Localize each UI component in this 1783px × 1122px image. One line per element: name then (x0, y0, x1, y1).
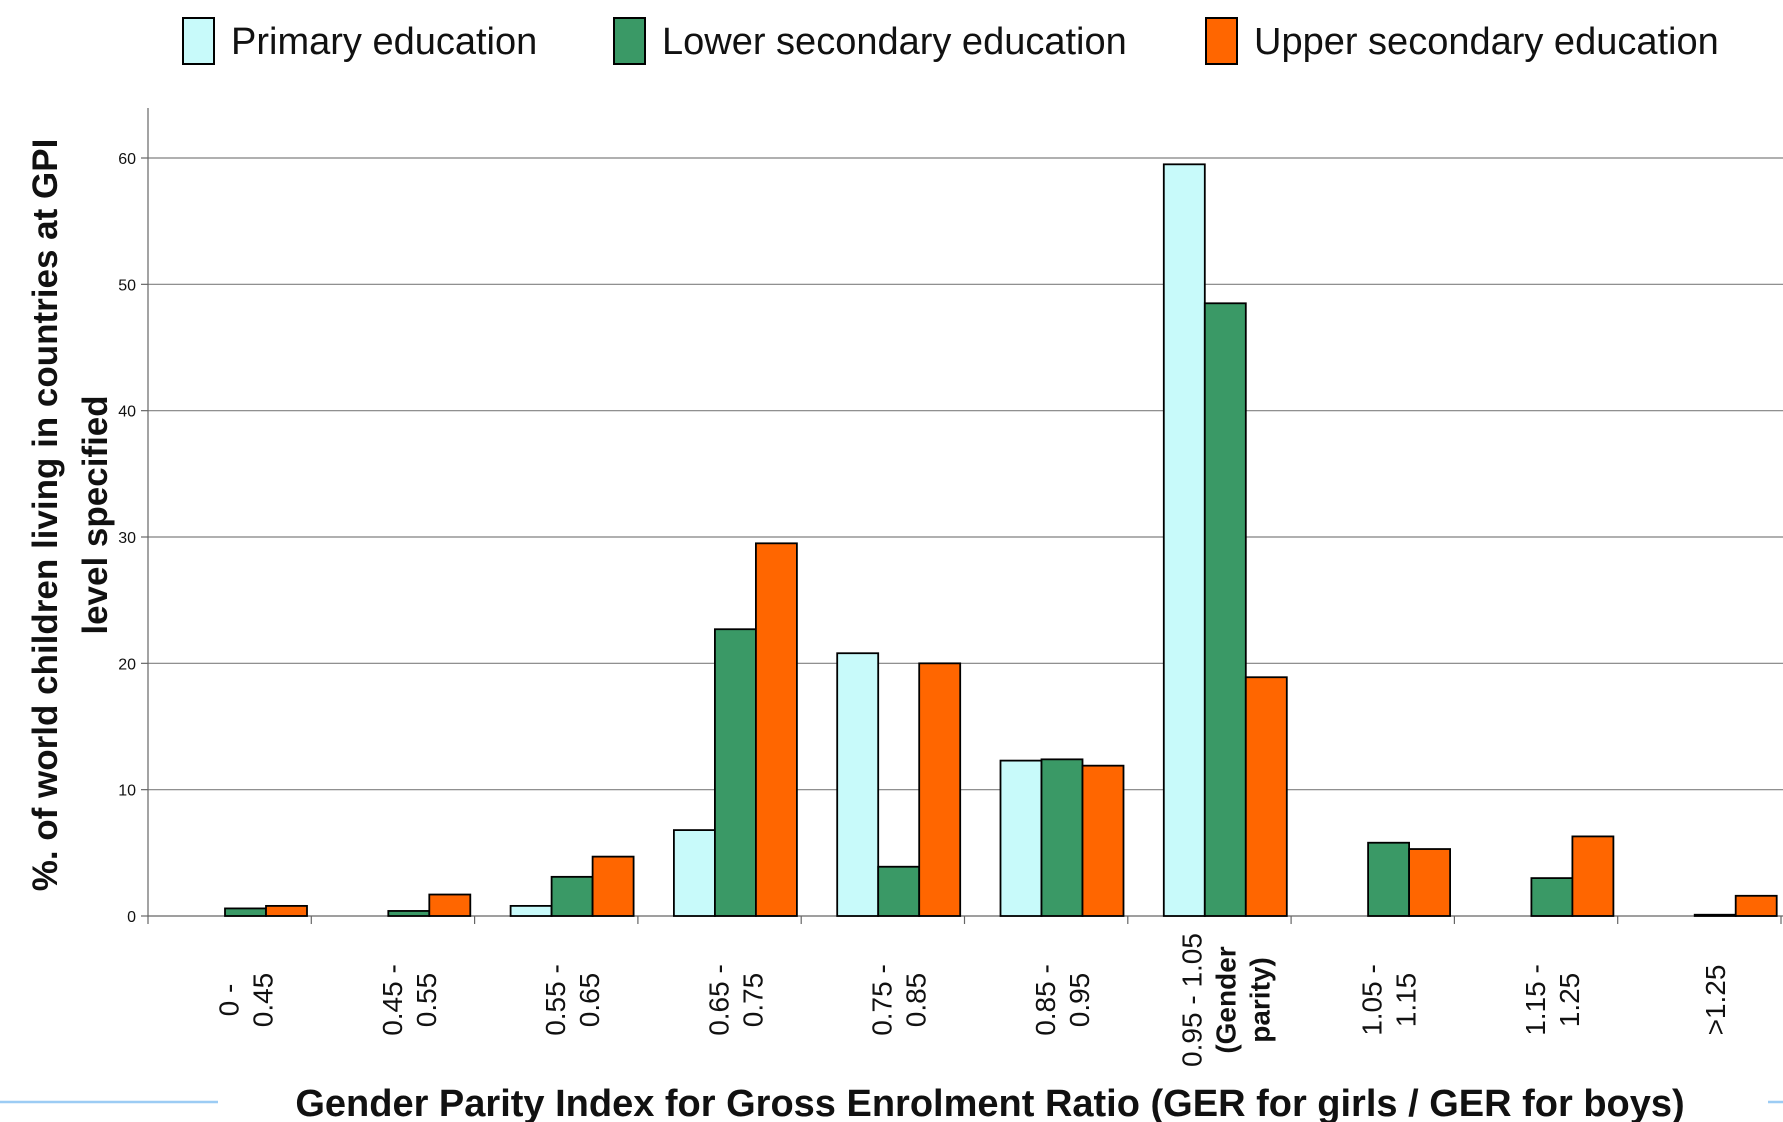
x-category-label-group: 1.15 -1.25 (1520, 964, 1585, 1036)
x-category-label-group: 0.85 -0.95 (1030, 964, 1095, 1036)
y-tick-label: 30 (118, 530, 136, 547)
x-category-label: 0.55 - (540, 964, 571, 1036)
legend-swatch (1205, 17, 1238, 65)
x-category-label: 0.45 (248, 973, 279, 1028)
legend: Primary education Lower secondary educati… (182, 17, 1719, 65)
bar (1571, 835, 1615, 917)
y-tick-label: 40 (118, 404, 136, 421)
y-ticks: 0 10 20 30 40 50 60 (118, 151, 148, 926)
legend-label: Upper secondary education (1254, 21, 1719, 63)
x-category-label: 0.85 - (1030, 964, 1061, 1036)
bar (1244, 676, 1288, 917)
bar (1081, 764, 1125, 917)
bar (714, 628, 757, 917)
x-category-label: 0.95 - 1.05 (1176, 933, 1207, 1067)
x-category-label-group: >1.25 (1700, 965, 1731, 1036)
bar (591, 855, 635, 917)
bar (999, 759, 1043, 917)
legend-swatch (613, 17, 646, 65)
x-category-label-group: 0.65 -0.75 (703, 964, 768, 1036)
bar (387, 910, 431, 917)
bar (877, 865, 921, 917)
x-category-label: 0 - (214, 984, 245, 1017)
x-category-label: (Gender (1210, 946, 1241, 1053)
bar (550, 875, 594, 917)
x-category-label: 1.15 (1391, 973, 1422, 1028)
bar (673, 829, 716, 917)
x-category-label: 1.05 - (1357, 964, 1388, 1036)
y-tick-label: 10 (118, 783, 136, 800)
x-category-label: 0.55 (411, 973, 442, 1028)
x-category-label-group: 0.95 - 1.05 (Gender parity) (1176, 933, 1275, 1067)
y-axis-title-line: %. of world children living in countries… (26, 139, 65, 892)
x-axis-title: Gender Parity Index for Gross Enrolment … (295, 1083, 1684, 1122)
x-category-label: >1.25 (1700, 965, 1731, 1036)
bar (1530, 877, 1574, 917)
x-category-label: 1.25 (1554, 973, 1585, 1028)
y-tick-label: 50 (118, 277, 136, 294)
x-category-label: 0.65 (574, 973, 605, 1028)
bar (1734, 894, 1778, 917)
x-category-label: 0.45 - (377, 964, 408, 1036)
x-category-label-group: 1.05 -1.15 (1357, 964, 1422, 1036)
y-tick-label: 0 (127, 909, 136, 926)
x-category-labels: 0 -0.45 0.45 -0.55 0.55 -0.65 0.65 -0.75 0.7… (214, 933, 1732, 1067)
y-tick-label: 20 (118, 656, 136, 673)
legend-label: Primary education (231, 21, 537, 63)
bar (1162, 163, 1206, 917)
x-category-label: 0.95 (1064, 973, 1095, 1028)
y-axis-title-line: level specified (76, 395, 115, 634)
bar (1693, 913, 1737, 917)
bars (224, 163, 1778, 917)
x-category-label: parity) (1244, 957, 1275, 1043)
bar (1408, 848, 1451, 917)
bar (265, 904, 308, 917)
legend-label: Lower secondary education (662, 21, 1127, 63)
x-category-label: 0.65 - (703, 964, 734, 1036)
bar (1040, 758, 1084, 917)
gridlines (148, 157, 1783, 791)
bar (836, 652, 880, 917)
x-category-label-group: 0 -0.45 (214, 973, 279, 1028)
x-category-label: 0.85 (901, 973, 932, 1028)
y-tick-label: 60 (118, 151, 136, 168)
x-category-label-group: 0.55 -0.65 (540, 964, 605, 1036)
x-category-label: 0.75 (737, 973, 768, 1028)
bar (509, 904, 553, 917)
y-axis-title: %. of world children living in countries… (26, 139, 115, 892)
x-category-label-group: 0.45 -0.55 (377, 964, 442, 1036)
x-category-label: 0.75 - (867, 964, 898, 1036)
bar (428, 893, 472, 917)
bar (224, 907, 267, 917)
x-category-label: 1.15 - (1520, 964, 1551, 1036)
bar (1203, 302, 1247, 917)
x-ticks (147, 916, 1782, 924)
bar (755, 542, 798, 917)
x-category-label-group: 0.75 -0.85 (867, 964, 932, 1036)
legend-swatch (182, 17, 215, 65)
bar (1367, 841, 1410, 917)
axes (147, 108, 1783, 917)
bar (918, 662, 962, 917)
